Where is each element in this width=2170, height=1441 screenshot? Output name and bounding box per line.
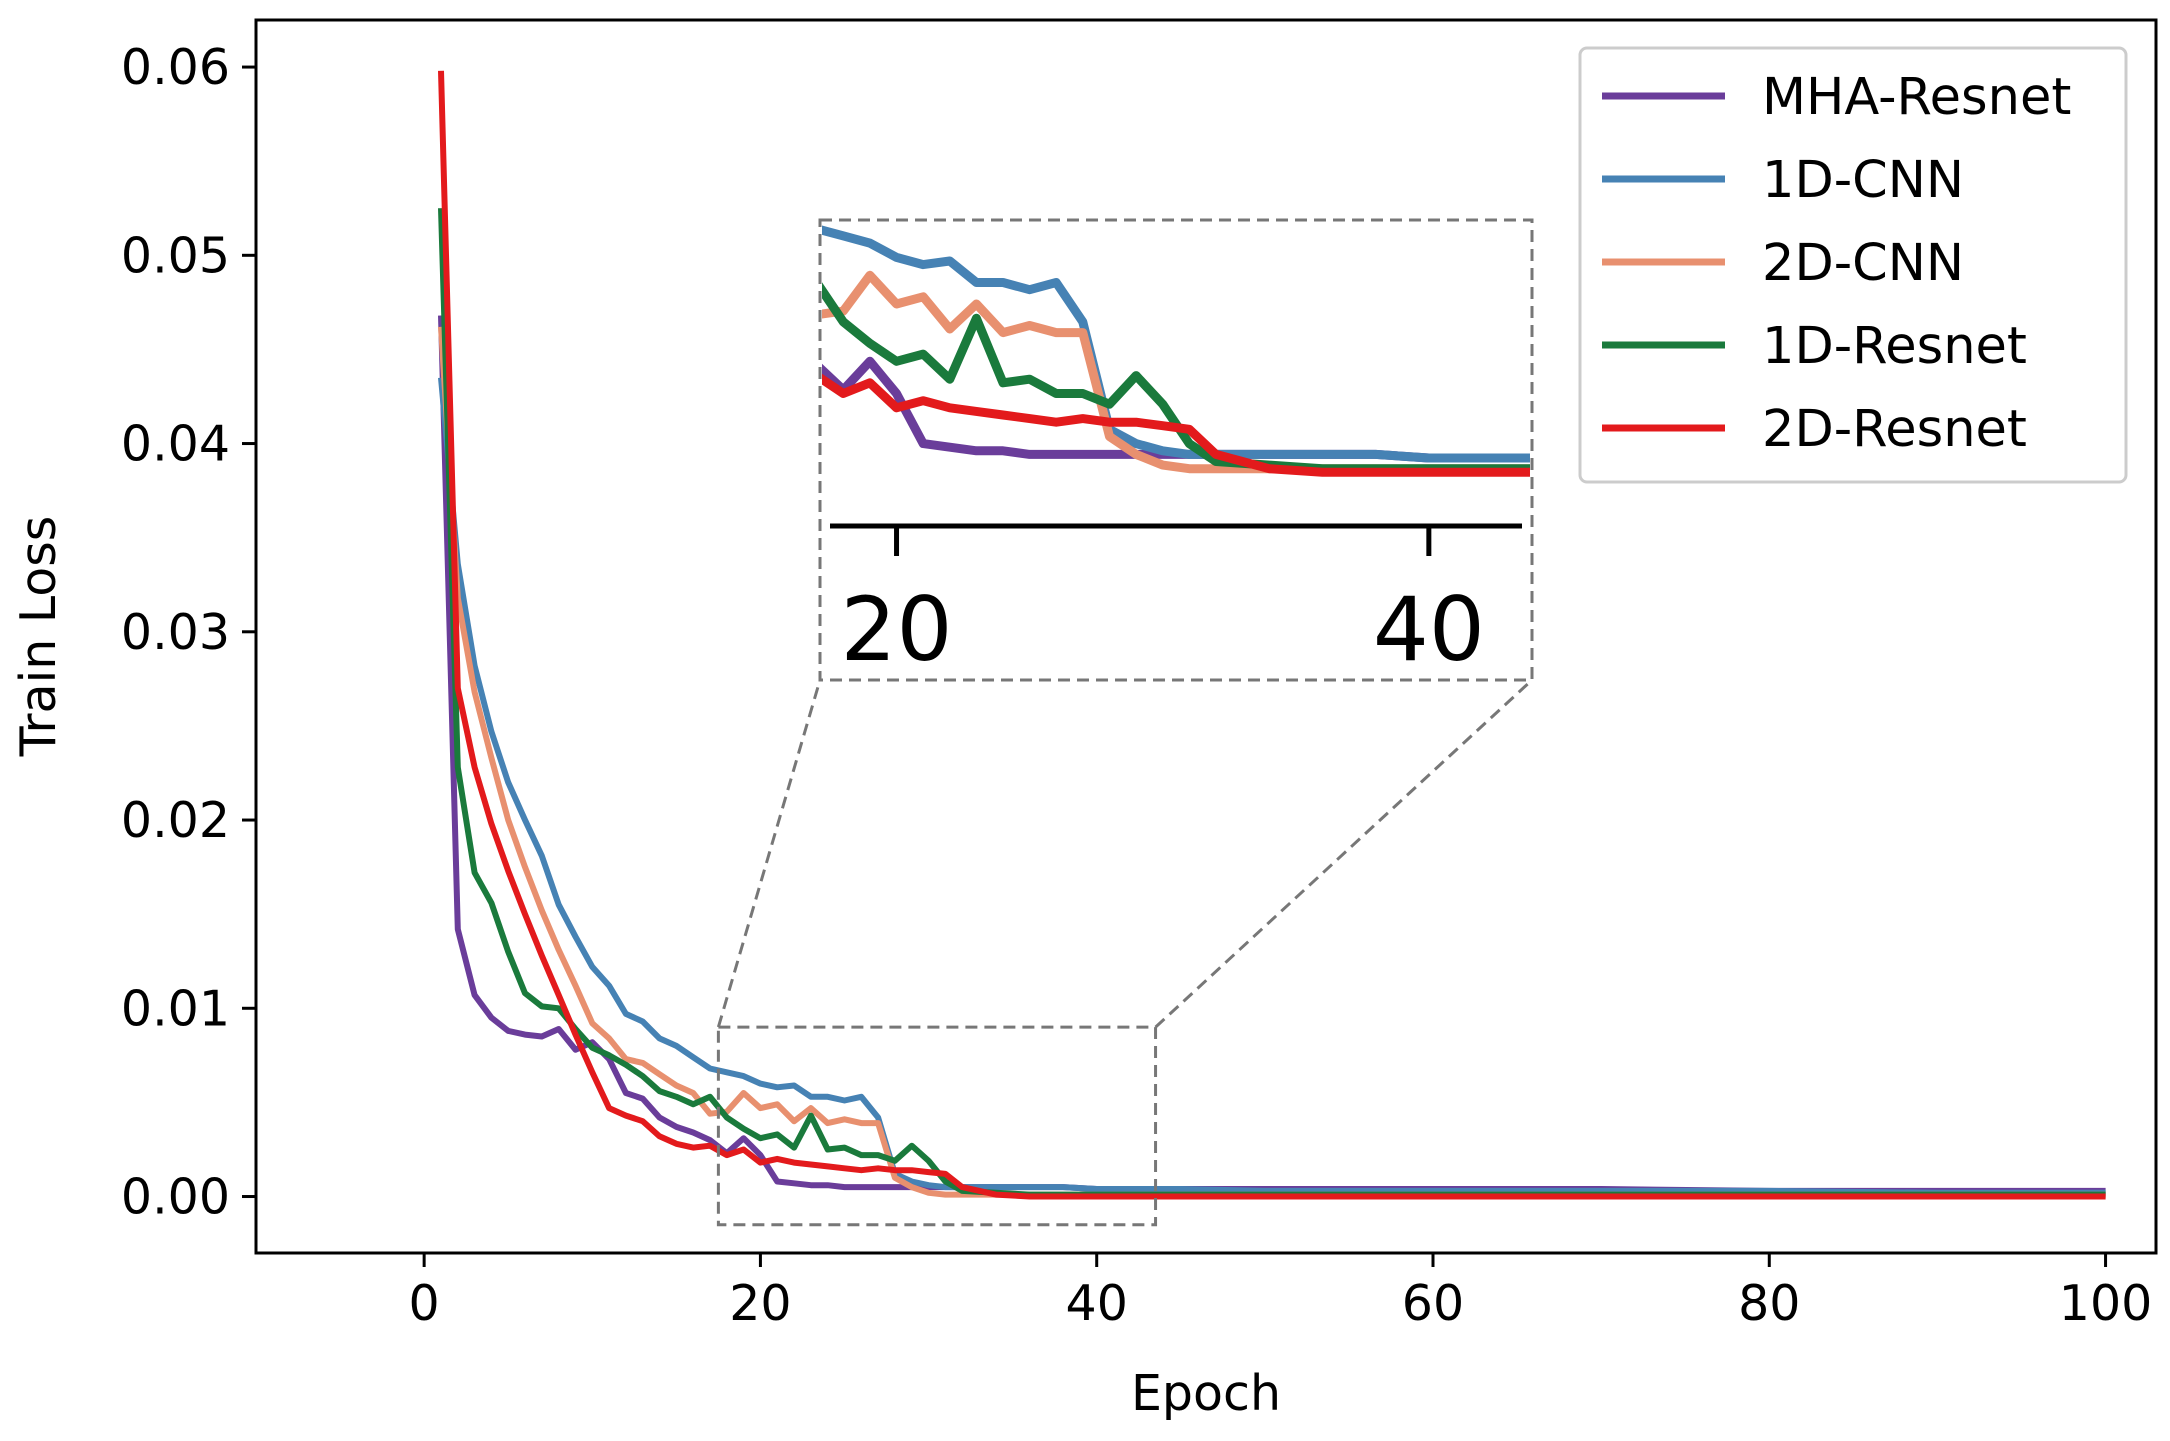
y-tick-label: 0.04 xyxy=(121,416,230,473)
legend-label: 2D-Resnet xyxy=(1762,400,2027,459)
x-tick-label: 0 xyxy=(409,1275,440,1332)
legend: MHA-Resnet 1D-CNN 2D-CNN 1D-Resnet 2D-Resnet xyxy=(1578,46,2128,484)
legend-label: 1D-CNN xyxy=(1762,151,1964,210)
legend-frame xyxy=(1578,46,2128,484)
main-series-group xyxy=(438,70,2106,1200)
legend-label: MHA-Resnet xyxy=(1762,68,2071,127)
inset-x-ticks: 20 40 xyxy=(841,526,1485,681)
series-line-1d-cnn xyxy=(438,377,2106,1196)
inset-tick-label: 40 xyxy=(1373,578,1485,681)
x-axis-title: Epoch xyxy=(1131,1365,1281,1422)
series-line-2d-resnet xyxy=(438,70,2106,1200)
y-tick-label: 0.06 xyxy=(121,39,230,96)
plot-frame xyxy=(254,18,2158,1255)
x-tick-label: 60 xyxy=(1402,1275,1464,1332)
legend-label: 2D-CNN xyxy=(1762,234,1964,293)
zoom-inset: 20 40 xyxy=(818,218,1534,682)
x-tick-label: 100 xyxy=(2059,1275,2153,1332)
y-tick-label: 0.00 xyxy=(121,1169,230,1226)
inset-series-line-2d-resnet xyxy=(822,373,1530,477)
inset-frame xyxy=(818,218,1534,682)
y-tick-label: 0.03 xyxy=(121,604,230,661)
zoom-connector-right xyxy=(1154,678,1534,1029)
zoom-region-box xyxy=(716,1025,1158,1227)
y-tick-label: 0.05 xyxy=(121,227,230,284)
y-tick-label: 0.01 xyxy=(121,980,230,1037)
inset-tick-label: 20 xyxy=(841,578,953,681)
inset-series-group xyxy=(822,225,1530,477)
x-tick-label: 40 xyxy=(1066,1275,1128,1332)
y-axis-ticks: 0.00 0.01 0.02 0.03 0.04 0.05 0.06 xyxy=(121,39,256,1226)
y-tick-label: 0.02 xyxy=(121,792,230,849)
x-tick-label: 80 xyxy=(1738,1275,1800,1332)
y-axis-title: Train Loss xyxy=(10,516,67,758)
x-tick-label: 20 xyxy=(729,1275,791,1332)
zoom-connector-left xyxy=(716,679,822,1028)
inset-series-line-1d-cnn xyxy=(822,225,1530,463)
x-axis-ticks: 0 20 40 60 80 100 xyxy=(409,1253,2153,1332)
legend-label: 1D-Resnet xyxy=(1762,317,2027,376)
